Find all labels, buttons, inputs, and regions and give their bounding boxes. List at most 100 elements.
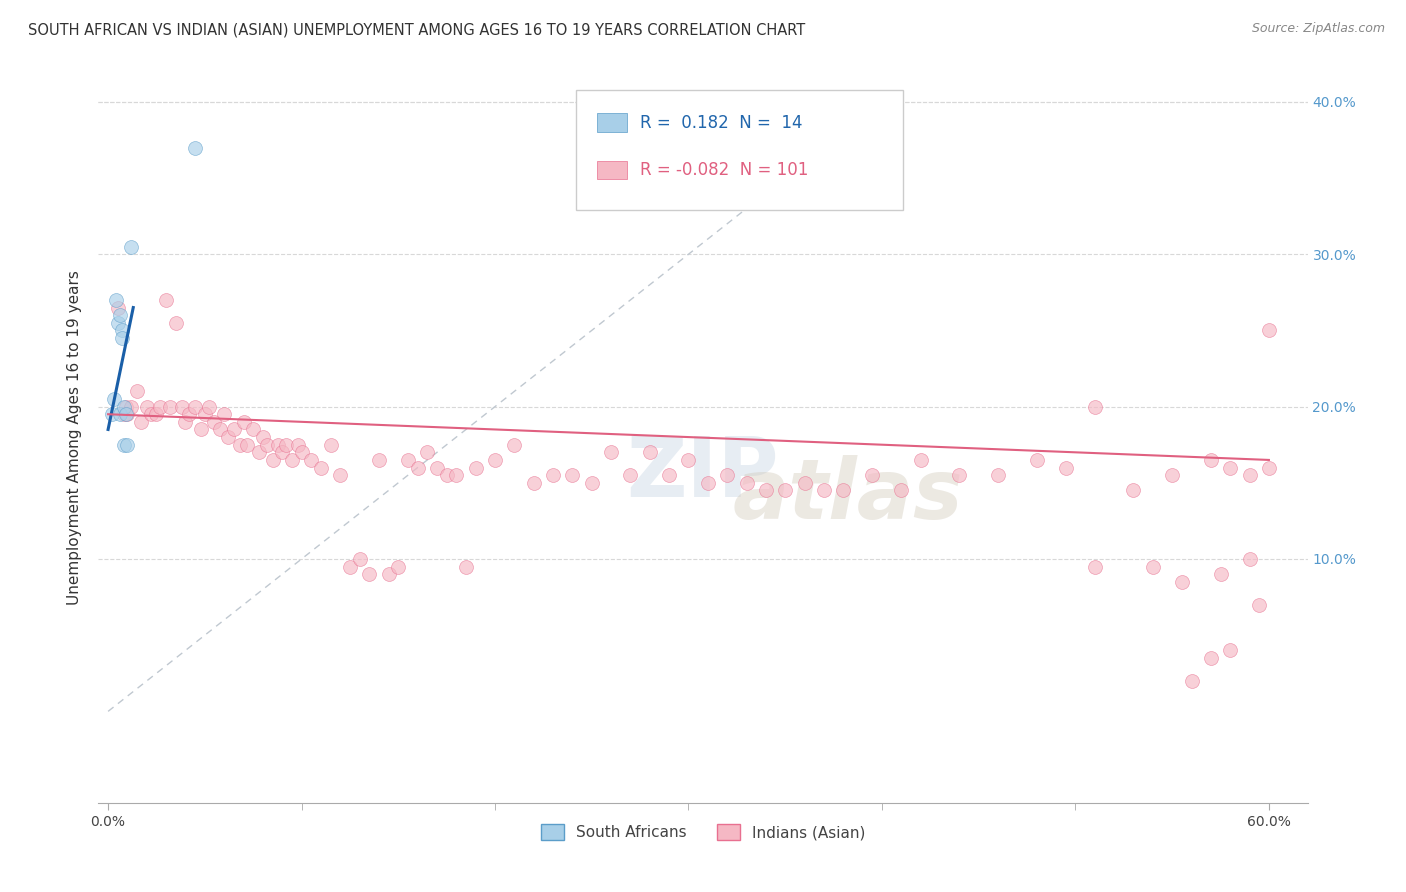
Point xyxy=(174,415,197,429)
Text: atlas: atlas xyxy=(733,455,963,536)
Point xyxy=(638,445,661,459)
Y-axis label: Unemployment Among Ages 16 to 19 years: Unemployment Among Ages 16 to 19 years xyxy=(67,269,83,605)
Point xyxy=(107,316,129,330)
FancyBboxPatch shape xyxy=(576,90,903,211)
Point xyxy=(735,475,758,490)
Point xyxy=(217,430,239,444)
Point xyxy=(262,453,284,467)
Point xyxy=(149,400,172,414)
Text: SOUTH AFRICAN VS INDIAN (ASIAN) UNEMPLOYMENT AMONG AGES 16 TO 19 YEARS CORRELATI: SOUTH AFRICAN VS INDIAN (ASIAN) UNEMPLOY… xyxy=(28,22,806,37)
Point xyxy=(406,460,429,475)
Point xyxy=(658,468,681,483)
Point xyxy=(1219,643,1241,657)
Point xyxy=(112,400,135,414)
Point xyxy=(716,468,738,483)
Point xyxy=(252,430,274,444)
Point xyxy=(339,559,361,574)
Point xyxy=(890,483,912,498)
Point xyxy=(127,384,149,399)
Point xyxy=(1199,651,1222,665)
Point xyxy=(287,438,309,452)
Point xyxy=(1219,460,1241,475)
Point xyxy=(832,483,855,498)
Text: Source: ZipAtlas.com: Source: ZipAtlas.com xyxy=(1251,22,1385,36)
Text: R =  0.182  N =  14: R = 0.182 N = 14 xyxy=(640,113,803,131)
Point xyxy=(159,400,181,414)
Point xyxy=(274,438,297,452)
Point xyxy=(368,453,391,467)
Point xyxy=(910,453,932,467)
Point xyxy=(1199,453,1222,467)
Point xyxy=(111,331,134,345)
Point xyxy=(696,475,718,490)
Point xyxy=(948,468,970,483)
Point xyxy=(349,552,371,566)
Point xyxy=(860,468,883,483)
Point xyxy=(129,415,152,429)
Point xyxy=(1249,598,1271,612)
Point xyxy=(104,293,127,307)
Point xyxy=(329,468,352,483)
Point xyxy=(773,483,796,498)
Point xyxy=(107,301,129,315)
FancyBboxPatch shape xyxy=(596,113,627,132)
Point xyxy=(396,453,419,467)
Point xyxy=(256,438,278,452)
Point xyxy=(267,438,290,452)
Point xyxy=(212,407,235,421)
Text: ZIP: ZIP xyxy=(627,434,779,514)
Point xyxy=(1142,559,1164,574)
Point xyxy=(120,239,142,253)
Point xyxy=(204,415,226,429)
Point xyxy=(139,407,162,421)
Point xyxy=(299,453,322,467)
Point xyxy=(135,400,157,414)
Point xyxy=(236,438,259,452)
Point xyxy=(446,468,468,483)
Point xyxy=(619,468,641,483)
Point xyxy=(1239,552,1261,566)
Point xyxy=(1161,468,1184,483)
Legend: South Africans, Indians (Asian): South Africans, Indians (Asian) xyxy=(534,818,872,847)
Point xyxy=(232,415,254,429)
Point xyxy=(222,422,245,436)
Point xyxy=(184,140,207,154)
Point xyxy=(281,453,304,467)
Point xyxy=(170,400,193,414)
Point xyxy=(165,316,187,330)
Point xyxy=(416,445,439,459)
Point xyxy=(1025,453,1047,467)
Point xyxy=(484,453,506,467)
Point xyxy=(184,400,207,414)
Point xyxy=(242,422,264,436)
Point xyxy=(290,445,312,459)
Point xyxy=(309,460,332,475)
Point xyxy=(813,483,835,498)
Point xyxy=(600,445,623,459)
Point xyxy=(1257,460,1279,475)
Point xyxy=(581,475,603,490)
Point xyxy=(1171,574,1194,589)
Point xyxy=(228,438,250,452)
Point xyxy=(503,438,526,452)
Point xyxy=(464,460,486,475)
Point xyxy=(987,468,1010,483)
Point xyxy=(247,445,270,459)
Point xyxy=(179,407,201,421)
Point xyxy=(387,559,409,574)
Point xyxy=(114,400,136,414)
Point xyxy=(271,445,294,459)
Point xyxy=(1084,400,1107,414)
Point xyxy=(436,468,458,483)
Point xyxy=(377,567,399,582)
Point xyxy=(112,407,135,421)
Point xyxy=(523,475,546,490)
Point xyxy=(359,567,381,582)
FancyBboxPatch shape xyxy=(596,161,627,179)
Point xyxy=(108,308,131,322)
Point xyxy=(793,475,815,490)
Point xyxy=(112,438,135,452)
Point xyxy=(111,323,134,337)
Point xyxy=(190,422,212,436)
Point xyxy=(117,438,139,452)
